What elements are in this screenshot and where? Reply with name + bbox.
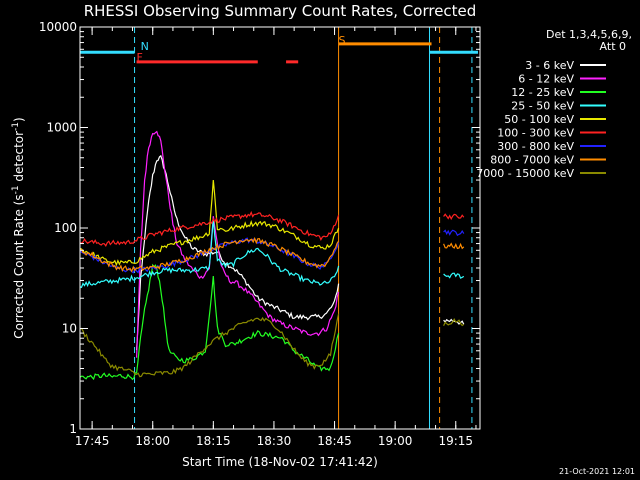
series-line (79, 313, 340, 378)
legend-label: 100 - 300 keV (497, 127, 574, 140)
x-tick-label: 17:45 (75, 434, 110, 448)
y-tick-label: 1 (69, 422, 77, 436)
annotation-label: S (339, 34, 346, 47)
legend-title-line1: Det 1,3,4,5,6,9, (546, 28, 632, 41)
legend-label: 50 - 100 keV (504, 113, 574, 126)
x-tick-label: 18:30 (257, 434, 292, 448)
legend-label: 7000 - 15000 keV (476, 167, 574, 180)
series-line (79, 210, 340, 247)
x-tick-label: 18:00 (135, 434, 170, 448)
legend-label: 300 - 800 keV (497, 140, 574, 153)
legend-label: 800 - 7000 keV (490, 154, 574, 167)
x-axis-label: Start Time (18-Nov-02 17:41:42) (182, 455, 378, 469)
y-axis-label: Corrected Count Rate (s-1 detector-1) (11, 117, 26, 338)
legend-label: 3 - 6 keV (525, 59, 574, 72)
y-axis-label-mid: detector (12, 131, 26, 186)
series-line (79, 236, 340, 273)
legend-label: 6 - 12 keV (518, 73, 574, 86)
annotations: NF S (137, 34, 346, 64)
series-line (79, 218, 340, 289)
y-axis-label-start: Corrected Count Rate (s (12, 194, 26, 338)
x-tick-label: 19:15 (438, 434, 473, 448)
series-line (79, 263, 340, 381)
legend-title-line2: Att 0 (600, 40, 626, 53)
x-tick-label: 19:00 (378, 434, 413, 448)
series-line (443, 272, 465, 279)
y-tick-label: 100 (54, 221, 77, 235)
y-tick-label: 10000 (39, 20, 77, 34)
x-tick-label: 18:45 (317, 434, 352, 448)
series-line (443, 242, 465, 250)
annotation-label: N (141, 40, 149, 53)
y-axis-label-end: ) (12, 117, 26, 122)
series-line (443, 213, 465, 221)
y-tick-label: 1000 (46, 121, 77, 135)
axes: 17:45 18:00 18:15 18:30 18:45 19:00 19:15 1 10 10… (39, 20, 480, 448)
chart-title: RHESSI Observing Summary Count Rates, Co… (84, 2, 477, 20)
y-tick-label: 10 (62, 322, 77, 336)
plot-area: NF S (79, 27, 478, 429)
timestamp-stamp: 21-Oct-2021 12:01 (559, 467, 635, 476)
series-line (443, 229, 465, 237)
series-line (136, 154, 340, 351)
annotation-label: F (137, 51, 143, 64)
x-tick-label: 18:15 (196, 434, 231, 448)
legend-label: 25 - 50 keV (511, 100, 574, 113)
state-bars (80, 42, 478, 64)
y-axis-label-exp2: -1 (11, 122, 21, 131)
y-axis-label-exp1: -1 (11, 185, 21, 194)
legend-label: 12 - 25 keV (511, 86, 574, 99)
series-line (79, 179, 340, 267)
series-line (443, 317, 465, 327)
series-line (136, 130, 340, 358)
series-lines (79, 130, 465, 381)
